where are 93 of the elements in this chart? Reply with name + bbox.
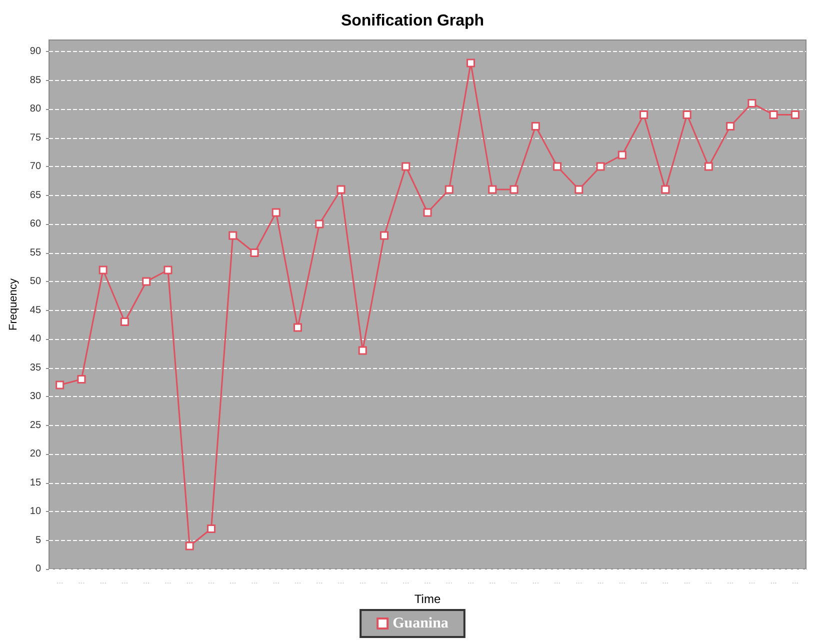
point	[185, 542, 194, 550]
y-axis-title: Frequency	[8, 278, 20, 330]
x-tick-label: ...	[186, 576, 193, 586]
y-tick-label: 40	[30, 334, 42, 344]
x-tick-label: ...	[380, 576, 388, 586]
x-tick-label: ...	[78, 576, 85, 586]
point	[769, 110, 778, 119]
point	[250, 248, 259, 257]
x-tick-label: ...	[56, 576, 64, 586]
point	[293, 323, 302, 332]
y-tick-label: 50	[30, 276, 42, 287]
point	[661, 185, 670, 194]
x-tick-label: ...	[121, 576, 128, 586]
x-tick-label: ...	[770, 576, 777, 586]
x-tick-label: ...	[748, 576, 756, 586]
x-tick-label: ...	[467, 576, 474, 586]
x-tick-label: ...	[792, 576, 799, 586]
point	[56, 380, 64, 390]
point	[682, 110, 692, 119]
x-tick-label: ...	[705, 576, 712, 586]
x-tick-label: ...	[532, 576, 539, 586]
point	[640, 110, 648, 119]
legend-label: Guanina	[392, 616, 449, 632]
point	[726, 122, 735, 130]
point	[272, 208, 280, 217]
point	[120, 318, 129, 326]
x-tick-label: ...	[251, 576, 258, 586]
x-tick-label: ...	[100, 576, 106, 586]
point	[315, 220, 324, 228]
point	[574, 185, 584, 194]
x-tick-label: ...	[726, 576, 734, 586]
x-tick-label: ...	[424, 576, 431, 586]
point	[444, 185, 454, 194]
chart-title: Sonification Graph	[340, 12, 484, 30]
x-tick-label: ...	[272, 576, 280, 586]
point	[531, 122, 540, 130]
point	[466, 58, 476, 68]
point	[336, 185, 346, 194]
x-tick-label: ...	[576, 576, 582, 586]
point	[618, 150, 626, 160]
point	[228, 231, 238, 240]
x-tick-label: ...	[316, 576, 323, 586]
point	[704, 162, 713, 171]
x-tick-label: ...	[230, 576, 236, 586]
point	[488, 185, 497, 194]
x-axis-title: Time	[414, 592, 441, 606]
y-tick-label: 45	[30, 304, 42, 316]
point	[553, 162, 562, 171]
x-tick-label: ...	[662, 576, 669, 586]
point	[380, 231, 389, 240]
y-tick-label: 25	[30, 420, 42, 431]
y-tick-label: 5	[35, 534, 42, 546]
y-tick-label: 55	[30, 247, 42, 258]
x-tick-label: ...	[510, 576, 518, 586]
y-tick-label: 35	[30, 362, 42, 374]
x-tick-label: ...	[143, 576, 150, 586]
x-tick-label: ...	[402, 576, 410, 586]
x-tick-label: ...	[597, 576, 604, 586]
y-tick-label: 85	[30, 74, 42, 86]
x-tick-label: ...	[294, 576, 302, 586]
point	[596, 162, 605, 171]
y-tick-label: 80	[30, 104, 42, 114]
y-tick-label: 20	[30, 448, 42, 460]
x-tick-label: ...	[338, 576, 344, 586]
point	[510, 185, 518, 194]
x-tick-label: ...	[446, 576, 452, 586]
x-tick-label: ...	[164, 576, 172, 586]
point	[748, 99, 756, 108]
x-tick-label: ...	[618, 576, 626, 586]
point	[98, 266, 108, 274]
y-tick-label: 90	[30, 46, 42, 57]
x-tick-label: ...	[359, 576, 366, 586]
y-tick-label: 75	[30, 132, 42, 144]
point	[142, 277, 151, 286]
x-tick-label: ...	[208, 576, 215, 586]
point	[77, 375, 86, 384]
point	[206, 524, 216, 533]
y-tick-label: 70	[30, 161, 42, 172]
y-tick-label: 60	[30, 218, 42, 230]
point	[402, 162, 410, 171]
x-tick-label: ...	[489, 576, 496, 586]
x-tick-label: ...	[554, 576, 561, 586]
y-tick-label: 30	[30, 391, 42, 402]
point	[164, 266, 172, 274]
point	[358, 346, 367, 355]
y-tick-label: 65	[30, 190, 42, 201]
x-tick-label: ...	[640, 576, 648, 586]
y-tick-label: 0	[35, 564, 42, 574]
x-tick-label: ...	[684, 576, 690, 586]
point	[423, 208, 432, 217]
point	[790, 110, 800, 119]
y-tick-label: 15	[30, 477, 42, 488]
y-tick-label: 10	[30, 506, 42, 517]
